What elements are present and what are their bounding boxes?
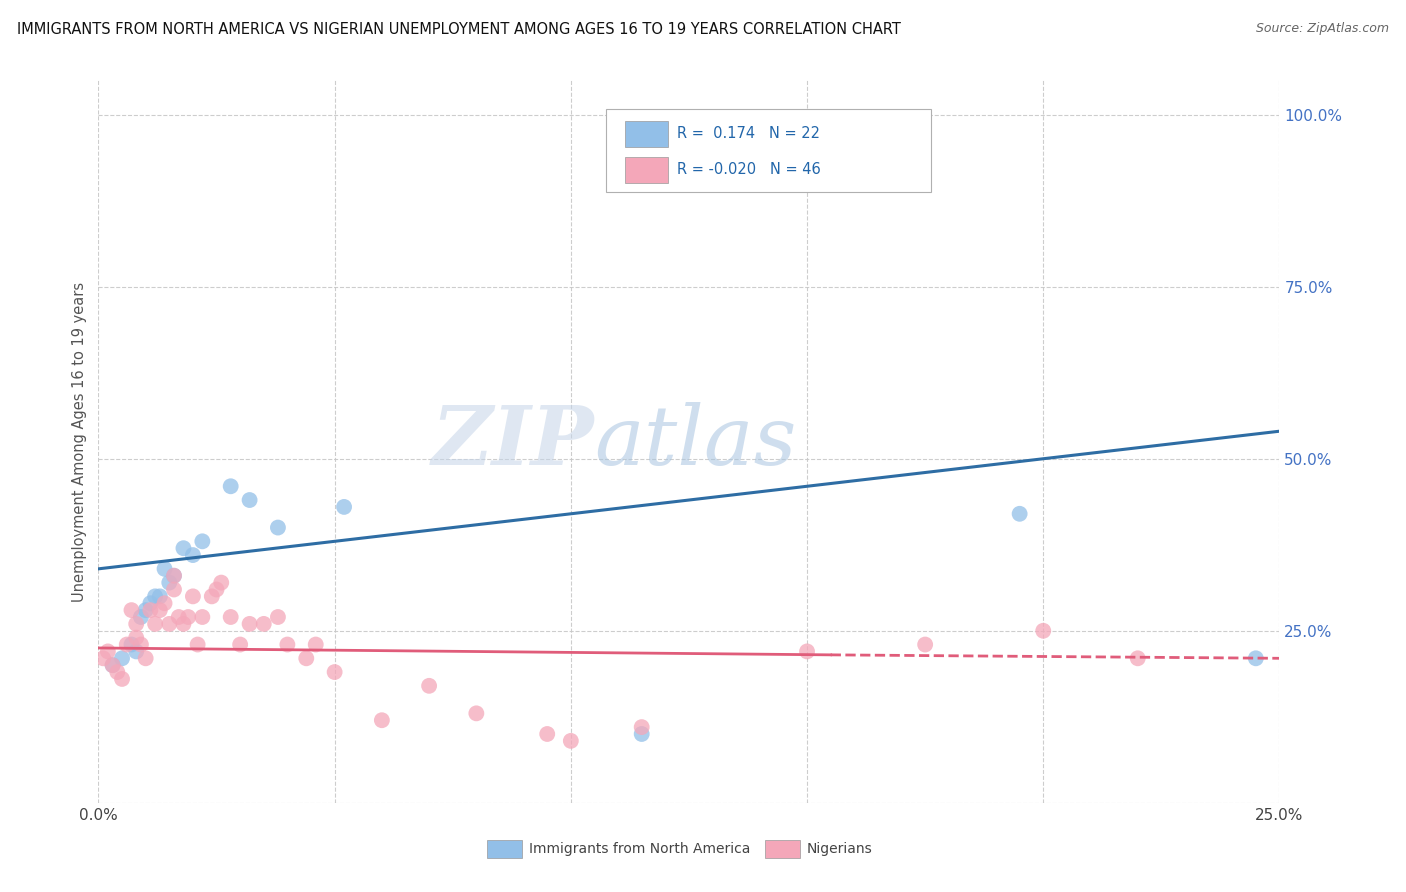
Point — [1008, 507, 1031, 521]
Point — [135, 651, 157, 665]
Point — [167, 610, 190, 624]
Point — [115, 638, 138, 652]
Point — [239, 616, 262, 631]
Text: R = -0.020   N = 46: R = -0.020 N = 46 — [678, 162, 821, 178]
Point — [1032, 624, 1054, 638]
Point — [121, 638, 143, 652]
Point — [536, 727, 558, 741]
FancyBboxPatch shape — [486, 840, 523, 858]
Point — [101, 658, 124, 673]
Point — [143, 590, 166, 604]
Text: atlas: atlas — [595, 401, 797, 482]
Point — [191, 534, 214, 549]
Point — [418, 679, 440, 693]
Point — [143, 616, 166, 631]
Point — [333, 500, 356, 514]
Point — [125, 631, 148, 645]
Point — [172, 616, 194, 631]
Point — [201, 590, 224, 604]
Point — [796, 644, 818, 658]
Point — [181, 548, 204, 562]
Point — [101, 658, 124, 673]
Point — [229, 638, 252, 652]
Point — [153, 596, 176, 610]
Point — [914, 638, 936, 652]
Point — [149, 603, 172, 617]
Point — [1244, 651, 1267, 665]
Point — [129, 638, 152, 652]
Point — [135, 603, 157, 617]
Point — [139, 596, 162, 610]
Text: IMMIGRANTS FROM NORTH AMERICA VS NIGERIAN UNEMPLOYMENT AMONG AGES 16 TO 19 YEARS: IMMIGRANTS FROM NORTH AMERICA VS NIGERIA… — [17, 22, 901, 37]
FancyBboxPatch shape — [626, 157, 668, 183]
Point — [149, 590, 172, 604]
Text: Immigrants from North America: Immigrants from North America — [530, 842, 751, 856]
Text: Source: ZipAtlas.com: Source: ZipAtlas.com — [1256, 22, 1389, 36]
Point — [465, 706, 488, 721]
Point — [630, 720, 652, 734]
Point — [163, 568, 186, 582]
Point — [121, 603, 143, 617]
Point — [163, 568, 186, 582]
Point — [163, 582, 186, 597]
Point — [172, 541, 194, 556]
Point — [111, 672, 134, 686]
Point — [181, 590, 204, 604]
Point — [125, 644, 148, 658]
Point — [219, 610, 242, 624]
Point — [91, 651, 114, 665]
Point — [153, 562, 176, 576]
Point — [267, 520, 290, 534]
Point — [371, 713, 394, 727]
Point — [187, 638, 209, 652]
Point — [157, 575, 180, 590]
Point — [129, 610, 152, 624]
Point — [305, 638, 328, 652]
FancyBboxPatch shape — [606, 109, 931, 193]
Point — [125, 616, 148, 631]
Point — [295, 651, 318, 665]
Point — [560, 734, 582, 748]
Text: Nigerians: Nigerians — [807, 842, 873, 856]
Point — [276, 638, 298, 652]
Point — [105, 665, 128, 679]
Point — [177, 610, 200, 624]
Point — [630, 727, 652, 741]
Point — [239, 493, 262, 508]
Text: R =  0.174   N = 22: R = 0.174 N = 22 — [678, 127, 820, 141]
Point — [219, 479, 242, 493]
Point — [267, 610, 290, 624]
Text: ZIP: ZIP — [432, 401, 595, 482]
Point — [97, 644, 120, 658]
Y-axis label: Unemployment Among Ages 16 to 19 years: Unemployment Among Ages 16 to 19 years — [72, 282, 87, 601]
FancyBboxPatch shape — [765, 840, 800, 858]
Point — [205, 582, 228, 597]
Point — [323, 665, 346, 679]
Point — [191, 610, 214, 624]
Point — [157, 616, 180, 631]
Point — [209, 575, 232, 590]
Point — [253, 616, 276, 631]
Point — [139, 603, 162, 617]
Point — [111, 651, 134, 665]
Point — [1126, 651, 1149, 665]
FancyBboxPatch shape — [626, 120, 668, 147]
